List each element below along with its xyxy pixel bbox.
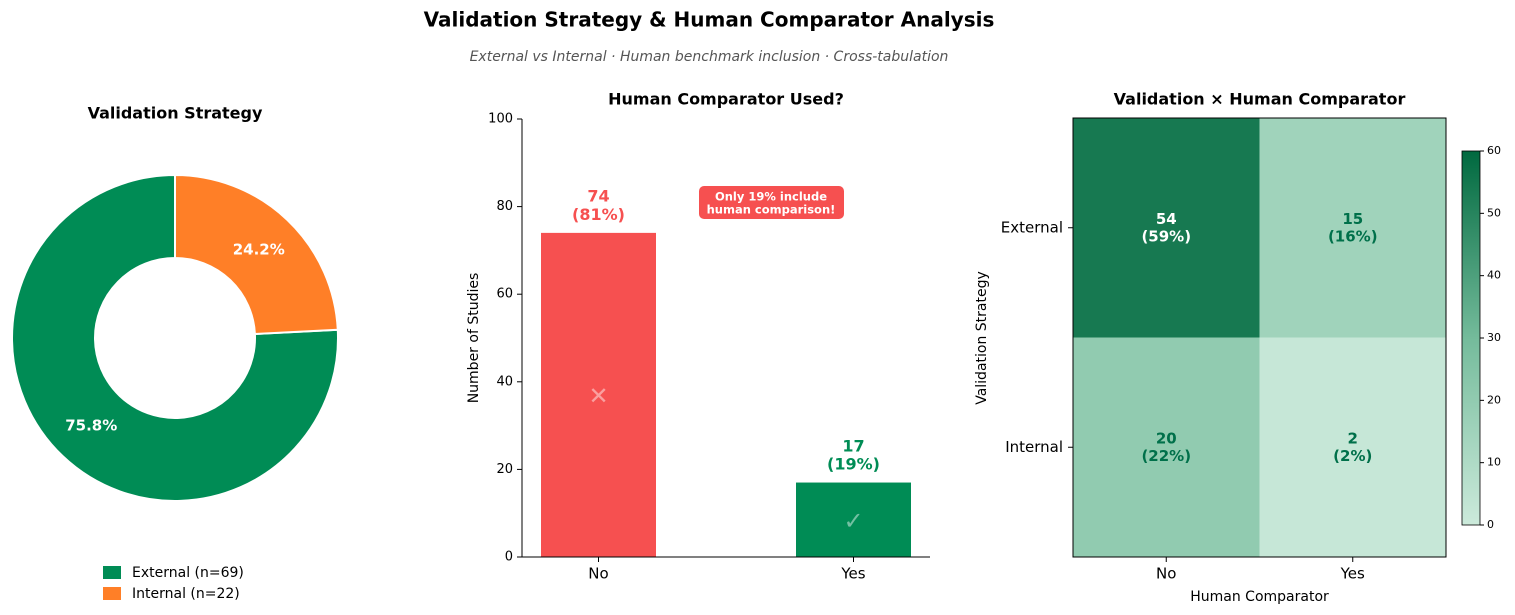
cell-label: 20 (22%) <box>1141 429 1191 464</box>
pie-wedge <box>174 173 339 336</box>
heatmap-cell <box>1073 337 1260 557</box>
chart-title: Human Comparator Used? <box>608 90 844 109</box>
bar-marker: ✕ <box>588 382 608 410</box>
y-tick-label: 20 <box>496 462 513 477</box>
colorbar <box>1461 150 1481 526</box>
heatmap-cell <box>1259 118 1446 338</box>
colorbar-tick-label: 60 <box>1487 144 1501 157</box>
legend-label: Internal (n=22) <box>132 586 240 602</box>
heatmap-cell <box>1073 118 1260 338</box>
x-tick-label: No <box>588 565 608 583</box>
colorbar-tick-label: 0 <box>1487 518 1494 531</box>
annotation: Only 19% include human comparison! <box>707 189 836 216</box>
chart-title: Validation × Human Comparator <box>1114 90 1406 109</box>
y-tick-label: Internal <box>1005 438 1063 456</box>
cell-label: 15 (16%) <box>1328 210 1378 245</box>
x-axis-label: Human Comparator <box>1190 589 1329 605</box>
chart-title: Validation Strategy <box>88 104 263 123</box>
legend-label: External (n=69) <box>132 565 244 581</box>
y-axis-label: Number of Studies <box>466 273 482 404</box>
bar-value-label: 17 (19%) <box>827 436 880 473</box>
y-tick-label: 60 <box>496 287 513 302</box>
legend-swatch <box>103 566 121 579</box>
y-tick-label: 80 <box>496 199 513 214</box>
bar <box>541 232 656 557</box>
colorbar-tick-label: 10 <box>1487 456 1501 469</box>
colorbar-tick-label: 50 <box>1487 206 1501 219</box>
pie-value-label: 75.8% <box>65 417 117 435</box>
x-tick-label: Yes <box>1340 565 1365 583</box>
heatmap-cell <box>1259 337 1446 557</box>
colorbar-tick-label: 20 <box>1487 393 1501 406</box>
cell-label: 2 (2%) <box>1333 429 1372 464</box>
heatmap-frame <box>1072 117 1447 558</box>
pie-value-label: 24.2% <box>233 240 285 258</box>
legend-swatch <box>103 587 121 600</box>
figure-subtitle: External vs Internal · Human benchmark i… <box>470 49 949 65</box>
colorbar-tick-label: 30 <box>1487 331 1501 344</box>
bar <box>796 482 911 557</box>
bar-marker: ✓ <box>843 507 863 535</box>
y-tick-label: 100 <box>488 112 513 127</box>
annotation-box <box>699 186 844 219</box>
x-tick-label: Yes <box>840 565 865 583</box>
cell-label: 54 (59%) <box>1141 210 1191 245</box>
bar-value-label: 74 (81%) <box>572 186 625 223</box>
pie-wedge <box>11 173 339 502</box>
y-tick-label: 0 <box>505 550 513 565</box>
colorbar-tick-label: 40 <box>1487 269 1501 282</box>
y-axis-label: Validation Strategy <box>974 271 990 405</box>
x-tick-label: No <box>1156 565 1176 583</box>
y-tick-label: 40 <box>496 374 513 389</box>
figure-title: Validation Strategy & Human Comparator A… <box>424 8 995 32</box>
y-tick-label: External <box>1001 218 1063 236</box>
